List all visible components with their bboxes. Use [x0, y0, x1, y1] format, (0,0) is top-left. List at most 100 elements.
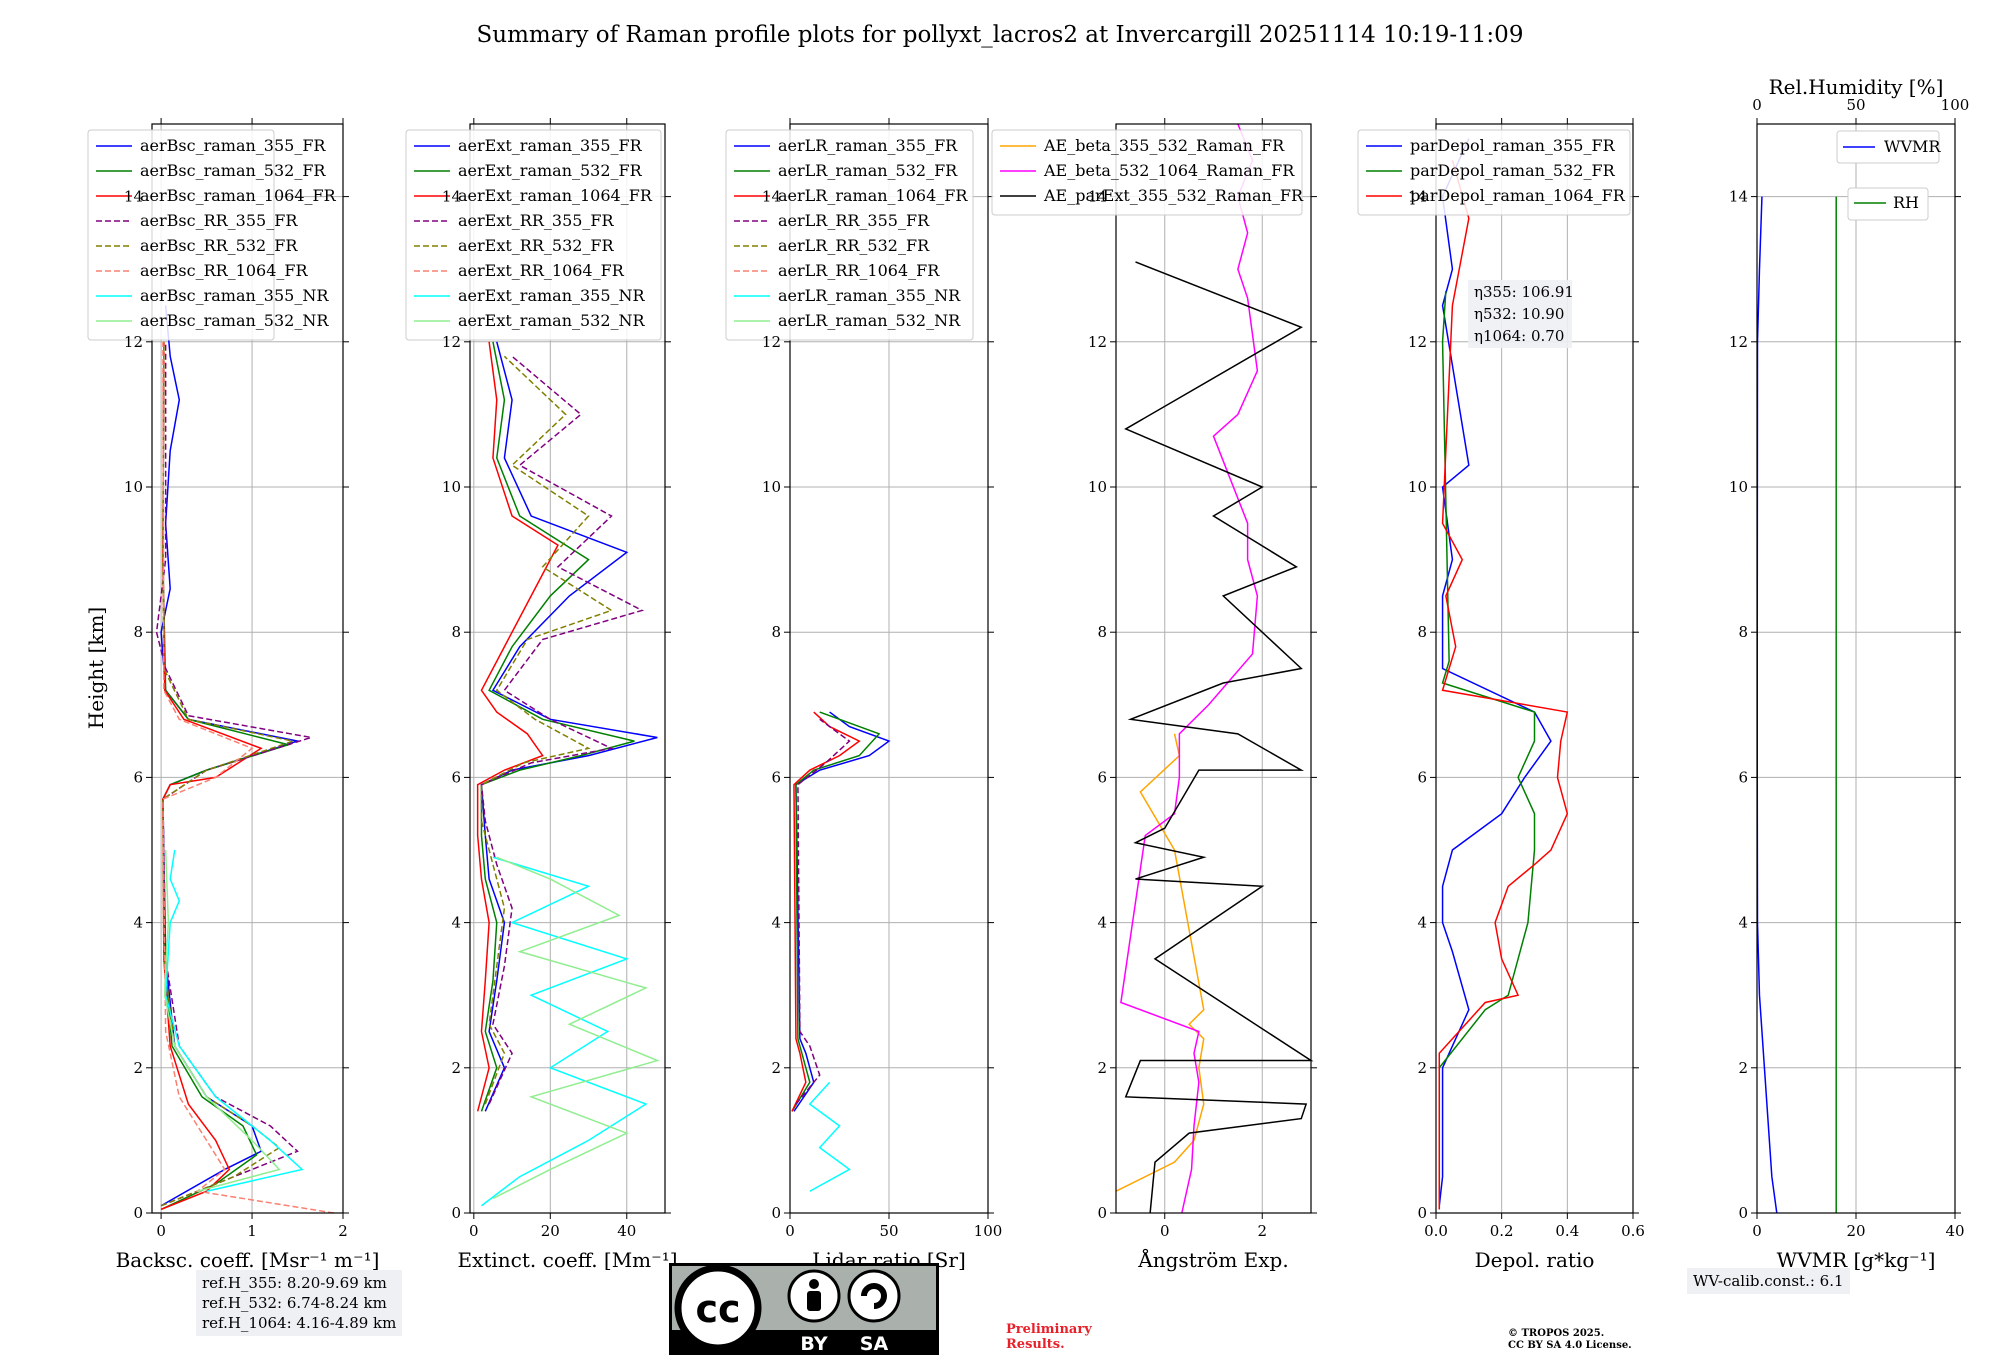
y-tick-label: 10: [1408, 478, 1427, 496]
legend-label-wv-1: RH: [1893, 193, 1919, 212]
y-tick-label: 4: [1097, 914, 1107, 932]
series-line-ext-5: [481, 856, 648, 1207]
figure-title: Summary of Raman profile plots for polly…: [476, 22, 1524, 48]
share-alike-icon: [847, 1269, 901, 1323]
copyright-line-2: CC BY SA 4.0 License.: [1508, 1340, 1632, 1351]
x-tick-label: 40: [1945, 1222, 1964, 1240]
y-tick-label: 2: [771, 1059, 781, 1077]
legend-label-wv-0: WVMR: [1884, 137, 1941, 156]
ref-height-355: ref.H_355: 8.20-9.69 km: [202, 1274, 387, 1292]
top-axis-label: Rel.Humidity [%]: [1769, 75, 1944, 99]
series-line-depol-2: [1438, 160, 1569, 1210]
legend-box: [1836, 130, 1940, 164]
series-line-bsc-3: [155, 341, 312, 1207]
y-tick-label: 2: [451, 1059, 461, 1077]
legend-label-ext-5: aerExt_RR_1064_FR: [458, 261, 625, 280]
ref-height-1064: ref.H_1064: 4.16-4.89 km: [202, 1314, 397, 1332]
legend-label-bsc-0: aerBsc_raman_355_FR: [140, 136, 326, 155]
legend-label-bsc-6: aerBsc_raman_355_NR: [140, 286, 329, 305]
reference-heights-box: ref.H_355: 8.20-9.69 km ref.H_532: 6.74-…: [196, 1270, 403, 1336]
share-alike-arrow-icon: [861, 1283, 887, 1309]
axes-frame: [151, 123, 344, 1214]
series-line-lr-2: [791, 711, 861, 1112]
x-tick-label: 20: [541, 1222, 560, 1240]
eta-annotation-1: η532: 10.90: [1474, 305, 1564, 323]
preliminary-line-2: Results.: [1006, 1337, 1065, 1352]
series-line-bsc-0: [160, 305, 301, 1207]
y-tick-label: 4: [133, 914, 143, 932]
legend-label-lr-4: aerLR_RR_532_FR: [778, 236, 930, 255]
y-tick-label: 2: [1417, 1059, 1427, 1077]
axes-frame: [1115, 123, 1312, 1214]
panel-lr: [725, 118, 994, 1219]
legend-label-bsc-7: aerBsc_raman_532_NR: [140, 311, 329, 330]
x-tick-label: 20: [1846, 1222, 1865, 1240]
y-tick-label: 8: [1738, 623, 1748, 641]
x-tick-label: 0.6: [1621, 1222, 1645, 1240]
legend-label-lr-7: aerLR_raman_532_NR: [778, 311, 961, 330]
y-tick-label: 12: [1088, 333, 1107, 351]
series-line-bsc-6: [164, 849, 304, 1192]
y-tick-label: 12: [124, 333, 143, 351]
legend-label-ext-2: aerExt_raman_1064_FR: [458, 186, 653, 205]
y-tick-label: 0: [1417, 1204, 1427, 1222]
legend-label-ext-0: aerExt_raman_355_FR: [458, 136, 643, 155]
series-line-lr-1: [791, 711, 881, 1112]
legend-label-lr-3: aerLR_RR_355_FR: [778, 211, 930, 230]
series-line-ext-3: [480, 355, 645, 1105]
x-tick-label: 50: [879, 1222, 898, 1240]
y-tick-label: 4: [1417, 914, 1427, 932]
x-axis-label-ae: Ångström Exp.: [1137, 1247, 1288, 1272]
eta-annotation-2: η1064: 0.70: [1474, 327, 1564, 345]
legend-label-bsc-1: aerBsc_raman_532_FR: [140, 161, 326, 180]
y-tick-label: 8: [451, 623, 461, 641]
y-tick-label: 4: [771, 914, 781, 932]
wv-calibration-box: WV-calib.const.: 6.1: [1687, 1268, 1850, 1294]
series-line-wv-0: [1756, 196, 1778, 1214]
series-line-bsc-2: [160, 341, 263, 1211]
x-tick-label: 0: [785, 1222, 795, 1240]
legend-box: [725, 129, 974, 341]
x-tick-label: 0: [1160, 1222, 1170, 1240]
y-axis-label: Height [km]: [84, 607, 108, 729]
legend-label-ext-1: aerExt_raman_532_FR: [458, 161, 643, 180]
panel-bsc: [87, 118, 349, 1219]
top-tick-label: 0: [1752, 96, 1762, 114]
legend-label-lr-0: aerLR_raman_355_FR: [778, 136, 958, 155]
legend-label-ae-0: AE_beta_355_532_Raman_FR: [1043, 136, 1285, 155]
series-line-lr-4: [808, 1081, 851, 1192]
cc-logo-text: cc: [695, 1287, 740, 1331]
legend-label-bsc-4: aerBsc_RR_532_FR: [140, 236, 298, 255]
x-tick-label: 0.2: [1490, 1222, 1514, 1240]
y-tick-label: 10: [1088, 478, 1107, 496]
copyright-line-1: © TROPOS 2025.: [1508, 1328, 1605, 1339]
y-tick-label: 6: [1738, 768, 1748, 786]
legend-label-ext-4: aerExt_RR_532_FR: [458, 236, 615, 255]
legend-label-depol-2: parDepol_raman_1064_FR: [1410, 186, 1626, 205]
series-line-ext-6: [492, 856, 660, 1200]
series-line-ae-1: [1120, 123, 1259, 1214]
y-tick-label: 0: [771, 1204, 781, 1222]
eta-annotation-0: η355: 106.91: [1474, 283, 1574, 301]
y-tick-label: 8: [771, 623, 781, 641]
series-line-ext-4: [480, 355, 614, 1105]
y-tick-label: 12: [442, 333, 461, 351]
x-tick-label: 0: [156, 1222, 166, 1240]
y-tick-label: 12: [1408, 333, 1427, 351]
axes-frame: [1435, 123, 1634, 1214]
y-tick-label: 6: [451, 768, 461, 786]
legend-box: [1357, 129, 1631, 216]
series-line-depol-1: [1438, 290, 1536, 1210]
y-tick-label: 12: [762, 333, 781, 351]
x-tick-label: 0.4: [1555, 1222, 1579, 1240]
y-tick-label: 4: [451, 914, 461, 932]
series-line-bsc-7: [163, 849, 281, 1192]
y-tick-label: 6: [771, 768, 781, 786]
y-tick-label: 2: [133, 1059, 143, 1077]
x-tick-label: 100: [974, 1222, 1003, 1240]
attribution-head-icon: [809, 1279, 819, 1289]
legend-label-lr-1: aerLR_raman_532_FR: [778, 161, 958, 180]
legend-box: [1847, 187, 1929, 221]
y-tick-label: 10: [442, 478, 461, 496]
